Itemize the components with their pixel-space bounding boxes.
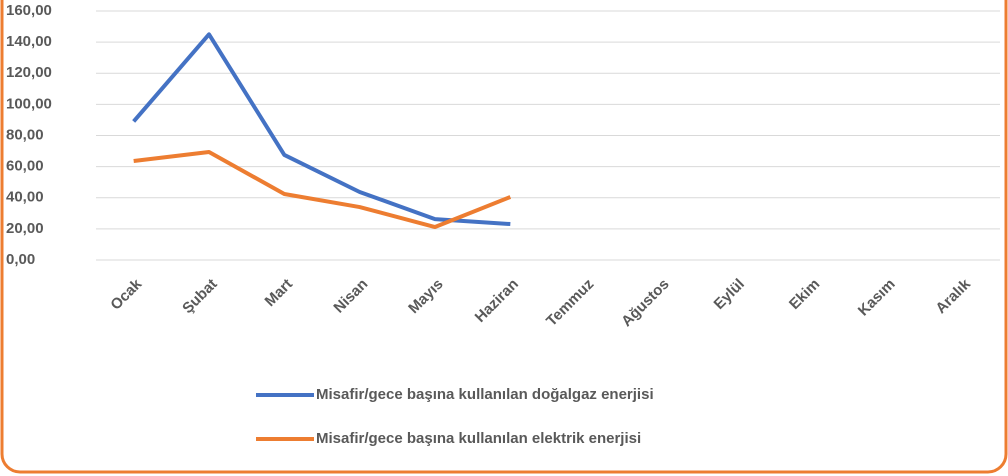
y-tick-label: 80,00 (6, 126, 44, 143)
y-tick-label: 120,00 (6, 64, 52, 81)
x-tick-label: Haziran (472, 276, 522, 326)
y-tick-label: 40,00 (6, 189, 44, 206)
y-tick-label: 60,00 (6, 158, 44, 175)
x-tick-label: Ağustos (618, 276, 672, 330)
x-tick-label: Ekim (786, 276, 823, 313)
y-tick-label: 100,00 (6, 95, 52, 112)
series-line (133, 149, 512, 230)
x-tick-label: Ocak (107, 275, 145, 313)
y-tick-label: 140,00 (6, 33, 52, 50)
y-tick-label: 20,00 (6, 220, 44, 237)
x-tick-label: Şubat (179, 276, 220, 317)
x-tick-label: Aralık (932, 275, 974, 317)
x-tick-label: Nisan (330, 276, 371, 317)
x-tick-label: Temmuz (543, 276, 597, 330)
x-tick-label: Mart (262, 276, 296, 310)
y-tick-label: 160,00 (6, 2, 52, 19)
x-tick-label: Mayıs (405, 276, 447, 318)
y-tick-label: 0,00 (6, 251, 35, 268)
legend-label: Misafir/gece başına kullanılan elektrik … (316, 430, 641, 447)
x-tick-label: Eylül (711, 276, 748, 313)
x-tick-label: Kasım (855, 276, 899, 320)
series-line (132, 32, 511, 227)
legend-label: Misafir/gece başına kullanılan doğalgaz … (316, 386, 654, 403)
